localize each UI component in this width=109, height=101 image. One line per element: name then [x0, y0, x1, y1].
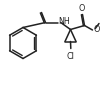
Text: O: O [78, 4, 85, 13]
Text: Cl: Cl [66, 52, 74, 61]
Text: NH: NH [58, 17, 70, 26]
Text: O: O [93, 25, 99, 34]
